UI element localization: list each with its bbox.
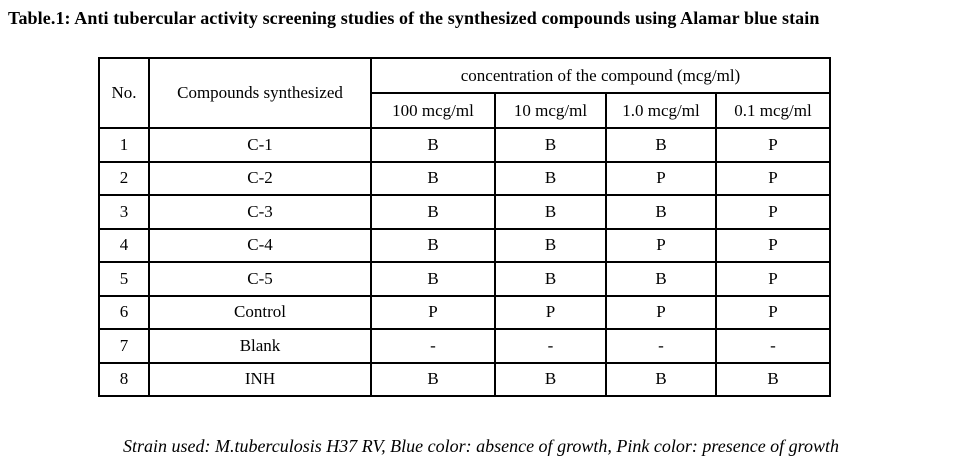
compound-cell: Control	[148, 294, 372, 330]
row-number-cell: 4	[98, 227, 150, 263]
result-cell: B	[494, 127, 607, 163]
compound-cell: Blank	[148, 328, 372, 364]
table-row: 5 C-5 B B B P	[98, 261, 831, 297]
row-number-cell: 6	[98, 294, 150, 330]
compound-cell: C-3	[148, 194, 372, 230]
result-cell: P	[715, 227, 831, 263]
compound-cell: C-4	[148, 227, 372, 263]
header-row-group: No. Compounds synthesized concentration …	[98, 57, 831, 129]
result-cell: -	[715, 328, 831, 364]
result-cell: P	[715, 261, 831, 297]
header-concentration-group: concentration of the compound (mcg/ml)	[370, 57, 831, 94]
row-number-cell: 7	[98, 328, 150, 364]
header-conc-10: 10 mcg/ml	[494, 92, 607, 129]
result-cell: P	[494, 294, 607, 330]
result-cell: B	[605, 261, 717, 297]
result-cell: B	[494, 160, 607, 196]
table-row: 4 C-4 B B P P	[98, 227, 831, 263]
result-cell: P	[715, 127, 831, 163]
table-row: 2 C-2 B B P P	[98, 160, 831, 196]
table-row: 7 Blank - - - -	[98, 328, 831, 364]
row-number-cell: 3	[98, 194, 150, 230]
row-number-cell: 2	[98, 160, 150, 196]
result-cell: -	[494, 328, 607, 364]
compound-cell: C-5	[148, 261, 372, 297]
result-cell: -	[605, 328, 717, 364]
header-row-concentrations: 100 mcg/ml 10 mcg/ml 1.0 mcg/ml 0.1 mcg/…	[99, 92, 831, 129]
header-conc-1: 1.0 mcg/ml	[605, 92, 717, 129]
result-cell: B	[494, 361, 607, 397]
antitubercular-results-table: No. Compounds synthesized concentration …	[98, 57, 831, 397]
row-number-cell: 1	[98, 127, 150, 163]
result-cell: B	[715, 361, 831, 397]
table-caption: Table.1: Anti tubercular activity screen…	[8, 8, 820, 28]
table-row: 6 Control P P P P	[98, 294, 831, 330]
result-cell: P	[715, 160, 831, 196]
table-row: 3 C-3 B B B P	[98, 194, 831, 230]
compound-cell: C-2	[148, 160, 372, 196]
table-row: 8 INH B B B B	[98, 361, 831, 397]
result-cell: B	[494, 261, 607, 297]
compound-cell: INH	[148, 361, 372, 397]
header-conc-100: 100 mcg/ml	[370, 92, 496, 129]
result-cell: B	[370, 261, 496, 297]
result-cell: B	[605, 361, 717, 397]
result-cell: P	[605, 227, 717, 263]
strain-legend-footnote: Strain used: M.tuberculosis H37 RV, Blue…	[122, 436, 840, 456]
result-cell: B	[605, 127, 717, 163]
result-cell: B	[370, 194, 496, 230]
result-cell: P	[605, 294, 717, 330]
table-row: 1 C-1 B B B P	[98, 127, 831, 163]
row-number-cell: 8	[98, 361, 150, 397]
header-no: No.	[98, 57, 150, 129]
result-cell: B	[370, 227, 496, 263]
result-cell: B	[370, 160, 496, 196]
result-cell: P	[715, 194, 831, 230]
result-cell: -	[370, 328, 496, 364]
result-cell: P	[605, 160, 717, 196]
result-cell: B	[494, 227, 607, 263]
result-cell: P	[370, 294, 496, 330]
header-compounds: Compounds synthesized	[148, 57, 372, 129]
result-cell: P	[715, 294, 831, 330]
result-cell: B	[605, 194, 717, 230]
row-number-cell: 5	[98, 261, 150, 297]
result-cell: B	[494, 194, 607, 230]
header-conc-0-1: 0.1 mcg/ml	[715, 92, 831, 129]
result-cell: B	[370, 361, 496, 397]
result-cell: B	[370, 127, 496, 163]
compound-cell: C-1	[148, 127, 372, 163]
